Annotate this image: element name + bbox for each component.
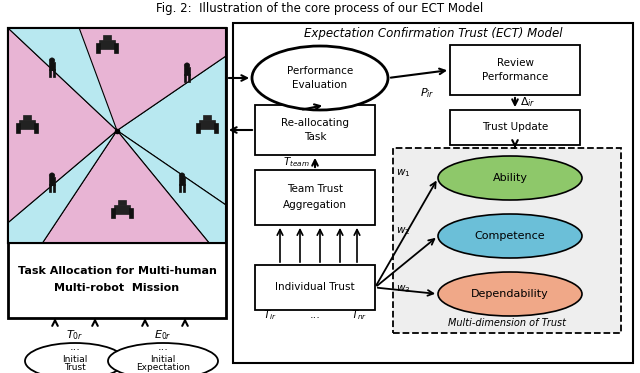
- Text: Initial: Initial: [150, 354, 176, 364]
- Bar: [49, 178, 55, 185]
- Bar: [34, 122, 38, 132]
- Bar: [19, 119, 35, 129]
- Bar: [255, 170, 375, 225]
- Bar: [8, 28, 226, 318]
- Text: Multi-dimension of Trust: Multi-dimension of Trust: [448, 318, 566, 328]
- Bar: [450, 110, 580, 145]
- Ellipse shape: [438, 156, 582, 200]
- Polygon shape: [8, 28, 117, 131]
- Bar: [393, 148, 621, 333]
- Bar: [16, 122, 20, 132]
- Text: ...: ...: [70, 342, 81, 352]
- Text: Task Allocation for Multi-human: Task Allocation for Multi-human: [17, 266, 216, 276]
- Ellipse shape: [49, 58, 54, 63]
- Polygon shape: [8, 28, 226, 243]
- Polygon shape: [42, 131, 209, 243]
- Text: Performance: Performance: [482, 72, 548, 82]
- Text: Expectation Confirmation Trust (ECT) Model: Expectation Confirmation Trust (ECT) Mod…: [304, 26, 563, 40]
- Text: Initial: Initial: [62, 354, 88, 364]
- Text: Ability: Ability: [493, 173, 527, 183]
- Bar: [233, 23, 633, 363]
- Bar: [96, 43, 100, 53]
- Text: Review: Review: [497, 58, 534, 68]
- Bar: [188, 74, 190, 82]
- Text: Fig. 2:  Illustration of the core process of our ECT Model: Fig. 2: Illustration of the core process…: [156, 2, 484, 15]
- Bar: [52, 184, 55, 192]
- Bar: [182, 184, 185, 192]
- Text: Re-allocating: Re-allocating: [281, 118, 349, 128]
- Text: Expectation: Expectation: [136, 363, 190, 372]
- Text: ...: ...: [310, 310, 321, 320]
- Text: Performance: Performance: [287, 66, 353, 76]
- Polygon shape: [117, 131, 226, 243]
- Bar: [23, 115, 31, 119]
- Bar: [114, 43, 118, 53]
- Bar: [179, 184, 181, 192]
- Bar: [184, 68, 190, 75]
- Bar: [49, 184, 51, 192]
- Text: $w_2$: $w_2$: [396, 225, 410, 237]
- Ellipse shape: [184, 63, 189, 68]
- Bar: [179, 178, 185, 185]
- Bar: [99, 40, 115, 48]
- Ellipse shape: [438, 272, 582, 316]
- Text: $E_{0r}$: $E_{0r}$: [154, 328, 172, 342]
- Text: $w_1$: $w_1$: [396, 167, 410, 179]
- Ellipse shape: [252, 46, 388, 110]
- Bar: [255, 105, 375, 155]
- Text: $T_{ir}$: $T_{ir}$: [263, 308, 276, 322]
- Bar: [114, 204, 130, 213]
- Polygon shape: [8, 131, 117, 243]
- Bar: [214, 122, 218, 132]
- Bar: [184, 74, 186, 82]
- Text: Evaluation: Evaluation: [292, 80, 348, 90]
- Text: $P_{ir}$: $P_{ir}$: [420, 86, 435, 100]
- Bar: [103, 34, 111, 40]
- Bar: [255, 265, 375, 310]
- Bar: [8, 28, 226, 243]
- Text: $T_{nr}$: $T_{nr}$: [351, 308, 367, 322]
- Bar: [450, 45, 580, 95]
- Polygon shape: [8, 28, 117, 223]
- Text: Trust Update: Trust Update: [482, 122, 548, 132]
- Ellipse shape: [438, 214, 582, 258]
- Bar: [118, 200, 126, 204]
- Text: Individual Trust: Individual Trust: [275, 282, 355, 292]
- Bar: [129, 207, 133, 217]
- Bar: [49, 69, 51, 77]
- Text: $T_{0r}$: $T_{0r}$: [67, 328, 84, 342]
- Bar: [199, 119, 215, 129]
- Text: ...: ...: [157, 342, 168, 352]
- Text: $\Delta_{ir}$: $\Delta_{ir}$: [520, 95, 536, 109]
- Text: Aggregation: Aggregation: [283, 201, 347, 210]
- Ellipse shape: [25, 343, 125, 373]
- Polygon shape: [117, 28, 226, 131]
- Text: Trust: Trust: [64, 363, 86, 372]
- Text: Task: Task: [304, 132, 326, 142]
- Bar: [111, 207, 115, 217]
- Bar: [203, 115, 211, 119]
- Text: $T_{team}$: $T_{team}$: [284, 156, 310, 169]
- Text: Competence: Competence: [475, 231, 545, 241]
- Bar: [52, 69, 55, 77]
- Ellipse shape: [49, 173, 54, 178]
- Ellipse shape: [179, 173, 185, 178]
- Text: Multi-robot  Mission: Multi-robot Mission: [54, 283, 180, 293]
- Bar: [196, 122, 200, 132]
- Text: Team Trust: Team Trust: [287, 185, 343, 194]
- Ellipse shape: [108, 343, 218, 373]
- Text: $w_3$: $w_3$: [396, 283, 410, 295]
- Polygon shape: [79, 28, 226, 131]
- Text: Dependability: Dependability: [471, 289, 549, 299]
- Bar: [49, 62, 55, 70]
- Bar: [8, 28, 226, 243]
